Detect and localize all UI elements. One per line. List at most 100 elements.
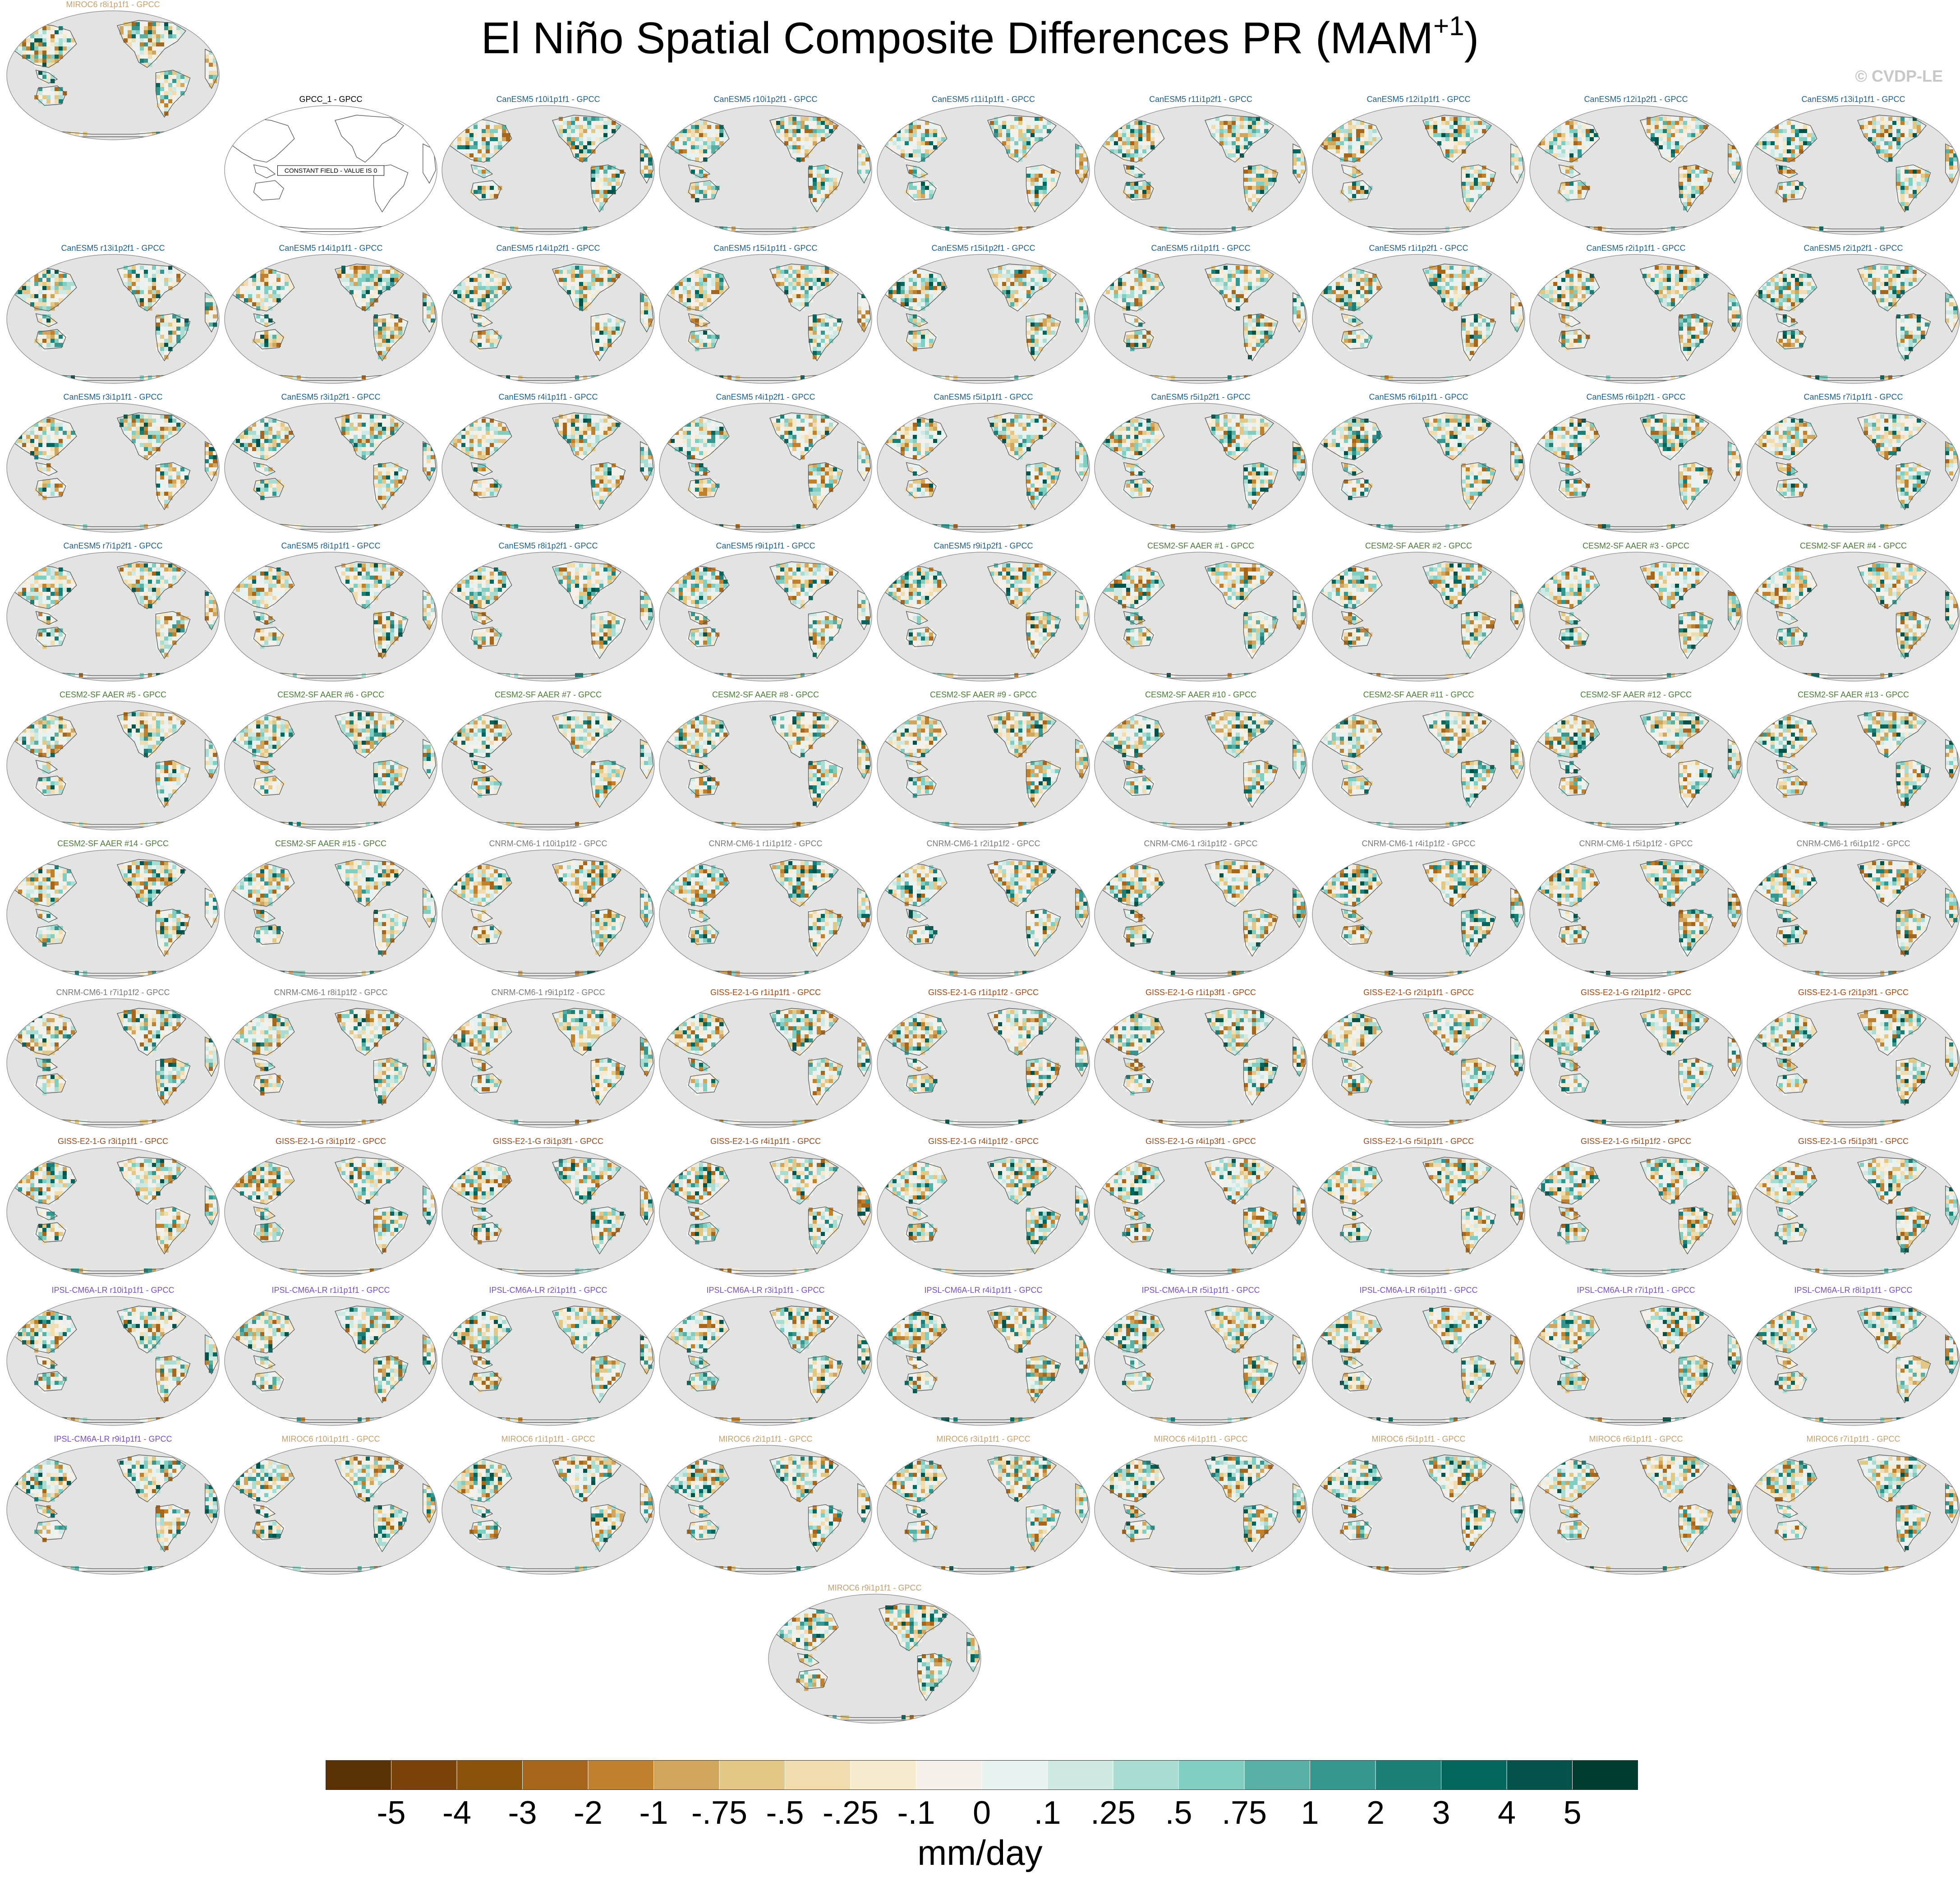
- precip-cell: [268, 339, 273, 343]
- precip-cell: [1663, 145, 1667, 150]
- precip-cell: [1449, 121, 1454, 125]
- precip-cell: [809, 266, 813, 270]
- precip-cell: [998, 278, 1003, 282]
- precip-cell: [1122, 190, 1127, 194]
- precip-cell: [260, 335, 265, 339]
- precip-cell: [1679, 117, 1684, 121]
- precip-cell: [1569, 141, 1574, 146]
- precip-cell: [559, 117, 563, 121]
- precip-cell: [1454, 153, 1458, 158]
- precip-cell: [494, 137, 498, 142]
- precip-cell: [857, 170, 862, 174]
- precip-cell: [648, 298, 653, 303]
- precip-cell: [788, 141, 793, 146]
- precip-cell: [30, 294, 35, 299]
- precip-cell: [1791, 129, 1795, 134]
- precip-cell: [1683, 202, 1688, 207]
- precip-cell: [1787, 133, 1791, 138]
- precip-cell: [591, 194, 596, 198]
- precip-cell: [571, 129, 575, 134]
- precip-cell: [567, 117, 571, 121]
- precip-cell: [486, 339, 490, 343]
- precip-cell: [14, 278, 18, 282]
- precip-cell: [354, 286, 358, 291]
- precip-cell: [1900, 141, 1905, 146]
- precip-cell: [1134, 343, 1139, 347]
- precip-cell: [937, 141, 942, 146]
- precip-cell: [1122, 153, 1127, 158]
- precip-cell: [913, 286, 917, 291]
- precip-cell: [792, 117, 797, 121]
- precip-cell: [555, 270, 559, 274]
- precip-cell: [152, 375, 156, 380]
- precip-cell: [1031, 351, 1035, 355]
- precip-cell: [901, 286, 905, 291]
- precip-cell: [1047, 270, 1051, 274]
- precip-cell: [821, 129, 825, 134]
- precip-cell: [711, 282, 716, 286]
- precip-cell: [821, 270, 825, 274]
- precip-cell: [1006, 145, 1011, 150]
- precip-cell: [599, 266, 604, 270]
- precip-cell: [998, 286, 1003, 291]
- precip-cell: [474, 266, 478, 270]
- precip-cell: [1578, 153, 1582, 158]
- precip-cell: [715, 286, 720, 291]
- precip-cell: [358, 294, 362, 299]
- precip-cell: [1458, 117, 1462, 121]
- precip-cell: [925, 190, 929, 194]
- precip-cell: [1441, 270, 1446, 274]
- precip-cell: [1510, 153, 1515, 158]
- precip-cell: [671, 125, 675, 129]
- precip-cell: [1022, 153, 1027, 158]
- precip-cell: [801, 290, 805, 295]
- precip-cell: [699, 282, 704, 286]
- precip-cell: [478, 331, 482, 335]
- precip-cell: [575, 286, 580, 291]
- precip-cell: [929, 278, 934, 282]
- precip-cell: [1138, 298, 1143, 303]
- precip-cell: [1348, 182, 1353, 186]
- precip-cell: [260, 318, 265, 323]
- precip-cell: [1791, 121, 1795, 125]
- precip-cell: [667, 133, 671, 138]
- precip-cell: [675, 290, 679, 295]
- precip-cell: [1055, 323, 1059, 327]
- precip-cell: [1232, 129, 1236, 134]
- precip-cell: [913, 186, 917, 190]
- precip-cell: [1142, 129, 1147, 134]
- precip-cell: [640, 166, 644, 170]
- precip-cell: [55, 335, 59, 339]
- precip-cell: [599, 270, 604, 274]
- precip-cell: [801, 141, 805, 146]
- precip-cell: [445, 137, 450, 142]
- precip-cell: [1142, 194, 1147, 198]
- precip-cell: [1260, 190, 1265, 194]
- coastline: [1123, 164, 1146, 179]
- precip-cell: [805, 266, 809, 270]
- precip-cell: [1022, 290, 1027, 295]
- precip-cell: [579, 133, 584, 138]
- precip-cell: [719, 290, 724, 295]
- precip-cell: [905, 274, 909, 278]
- precip-cell: [156, 274, 161, 278]
- precip-cell: [445, 278, 450, 282]
- precip-cell: [486, 274, 490, 278]
- precip-cell: [1360, 125, 1365, 129]
- precip-cell: [1803, 133, 1808, 138]
- precip-cell: [494, 298, 498, 303]
- precip-cell: [148, 286, 152, 291]
- precip-cell: [1565, 194, 1570, 198]
- precip-cell: [1441, 145, 1446, 150]
- precip-cell: [1514, 166, 1519, 170]
- precip-cell: [1470, 186, 1474, 190]
- precip-cell: [1348, 274, 1353, 278]
- precip-cell: [490, 343, 494, 347]
- precip-cell: [1775, 141, 1779, 146]
- precip-cell: [1252, 202, 1256, 207]
- precip-cell: [1582, 141, 1586, 146]
- precip-cell: [431, 298, 435, 303]
- precip-cell: [1039, 194, 1043, 198]
- precip-cell: [817, 347, 821, 351]
- precip-cell: [711, 145, 716, 150]
